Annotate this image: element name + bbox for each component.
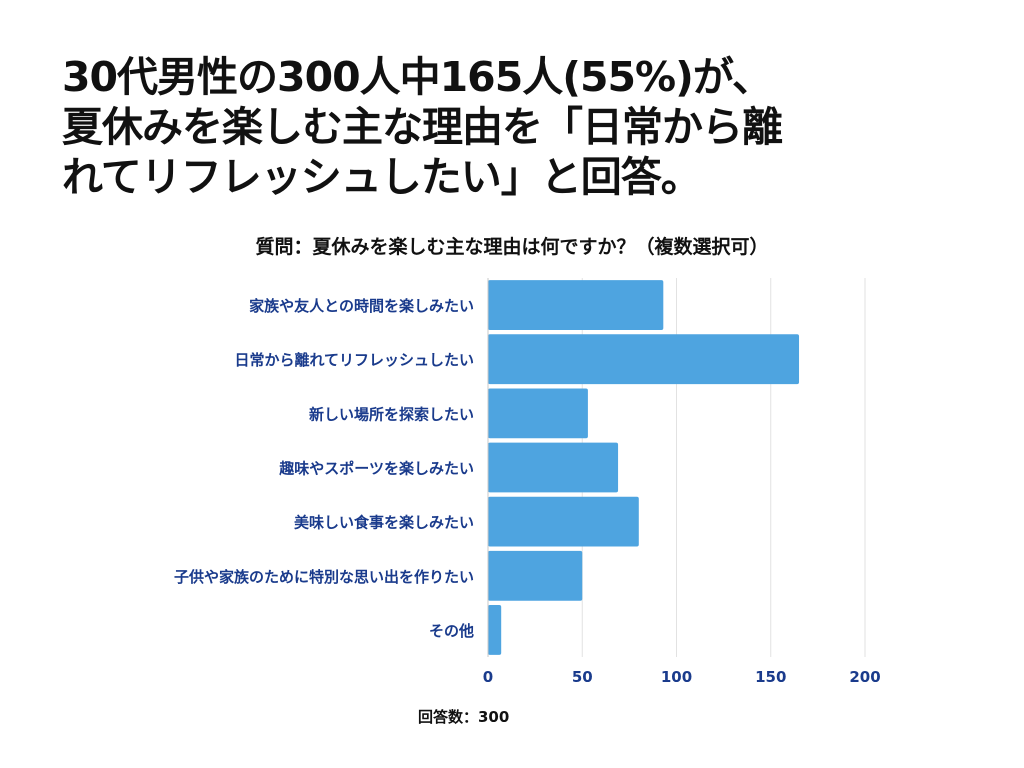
headline-line-3: れてリフレッシュしたい」と回答。 [62,153,702,201]
category-label: 趣味やスポーツを楽しみたい [278,460,474,478]
category-label: 美味しい食事を楽しみたい [294,514,474,532]
category-label: 新しい場所を探索したい [309,405,474,423]
headline-line-1: 30代男性の300人中165人(55%)が、 [62,53,773,101]
x-tick-label: 100 [661,668,692,686]
headline-line-2: 夏休みを楽しむ主な理由を「日常から離 [62,103,783,151]
x-tick-label: 200 [849,668,880,686]
category-label: 子供や家族のために特別な思い出を作りたい [174,568,474,586]
bar [488,550,583,601]
bar [488,280,664,330]
category-label: 日常から離れてリフレッシュしたい [234,351,474,369]
headline: 30代男性の300人中165人(55%)が、 夏休みを楽しむ主な理由を「日常から… [62,52,1002,202]
chart-title: 質問：夏休みを楽しむ主な理由は何ですか？（複数選択可） [255,236,769,258]
bar [488,605,502,655]
category-label: その他 [429,622,474,640]
bar [488,442,619,493]
x-tick-label: 150 [755,668,786,686]
bar [488,334,800,385]
category-label: 家族や友人との時間を楽しみたい [249,297,474,315]
bar [488,388,588,439]
x-tick-label: 0 [483,668,493,686]
x-tick-label: 50 [572,668,593,686]
bar [488,496,639,547]
respondent-count: 回答数：300 [418,708,510,726]
